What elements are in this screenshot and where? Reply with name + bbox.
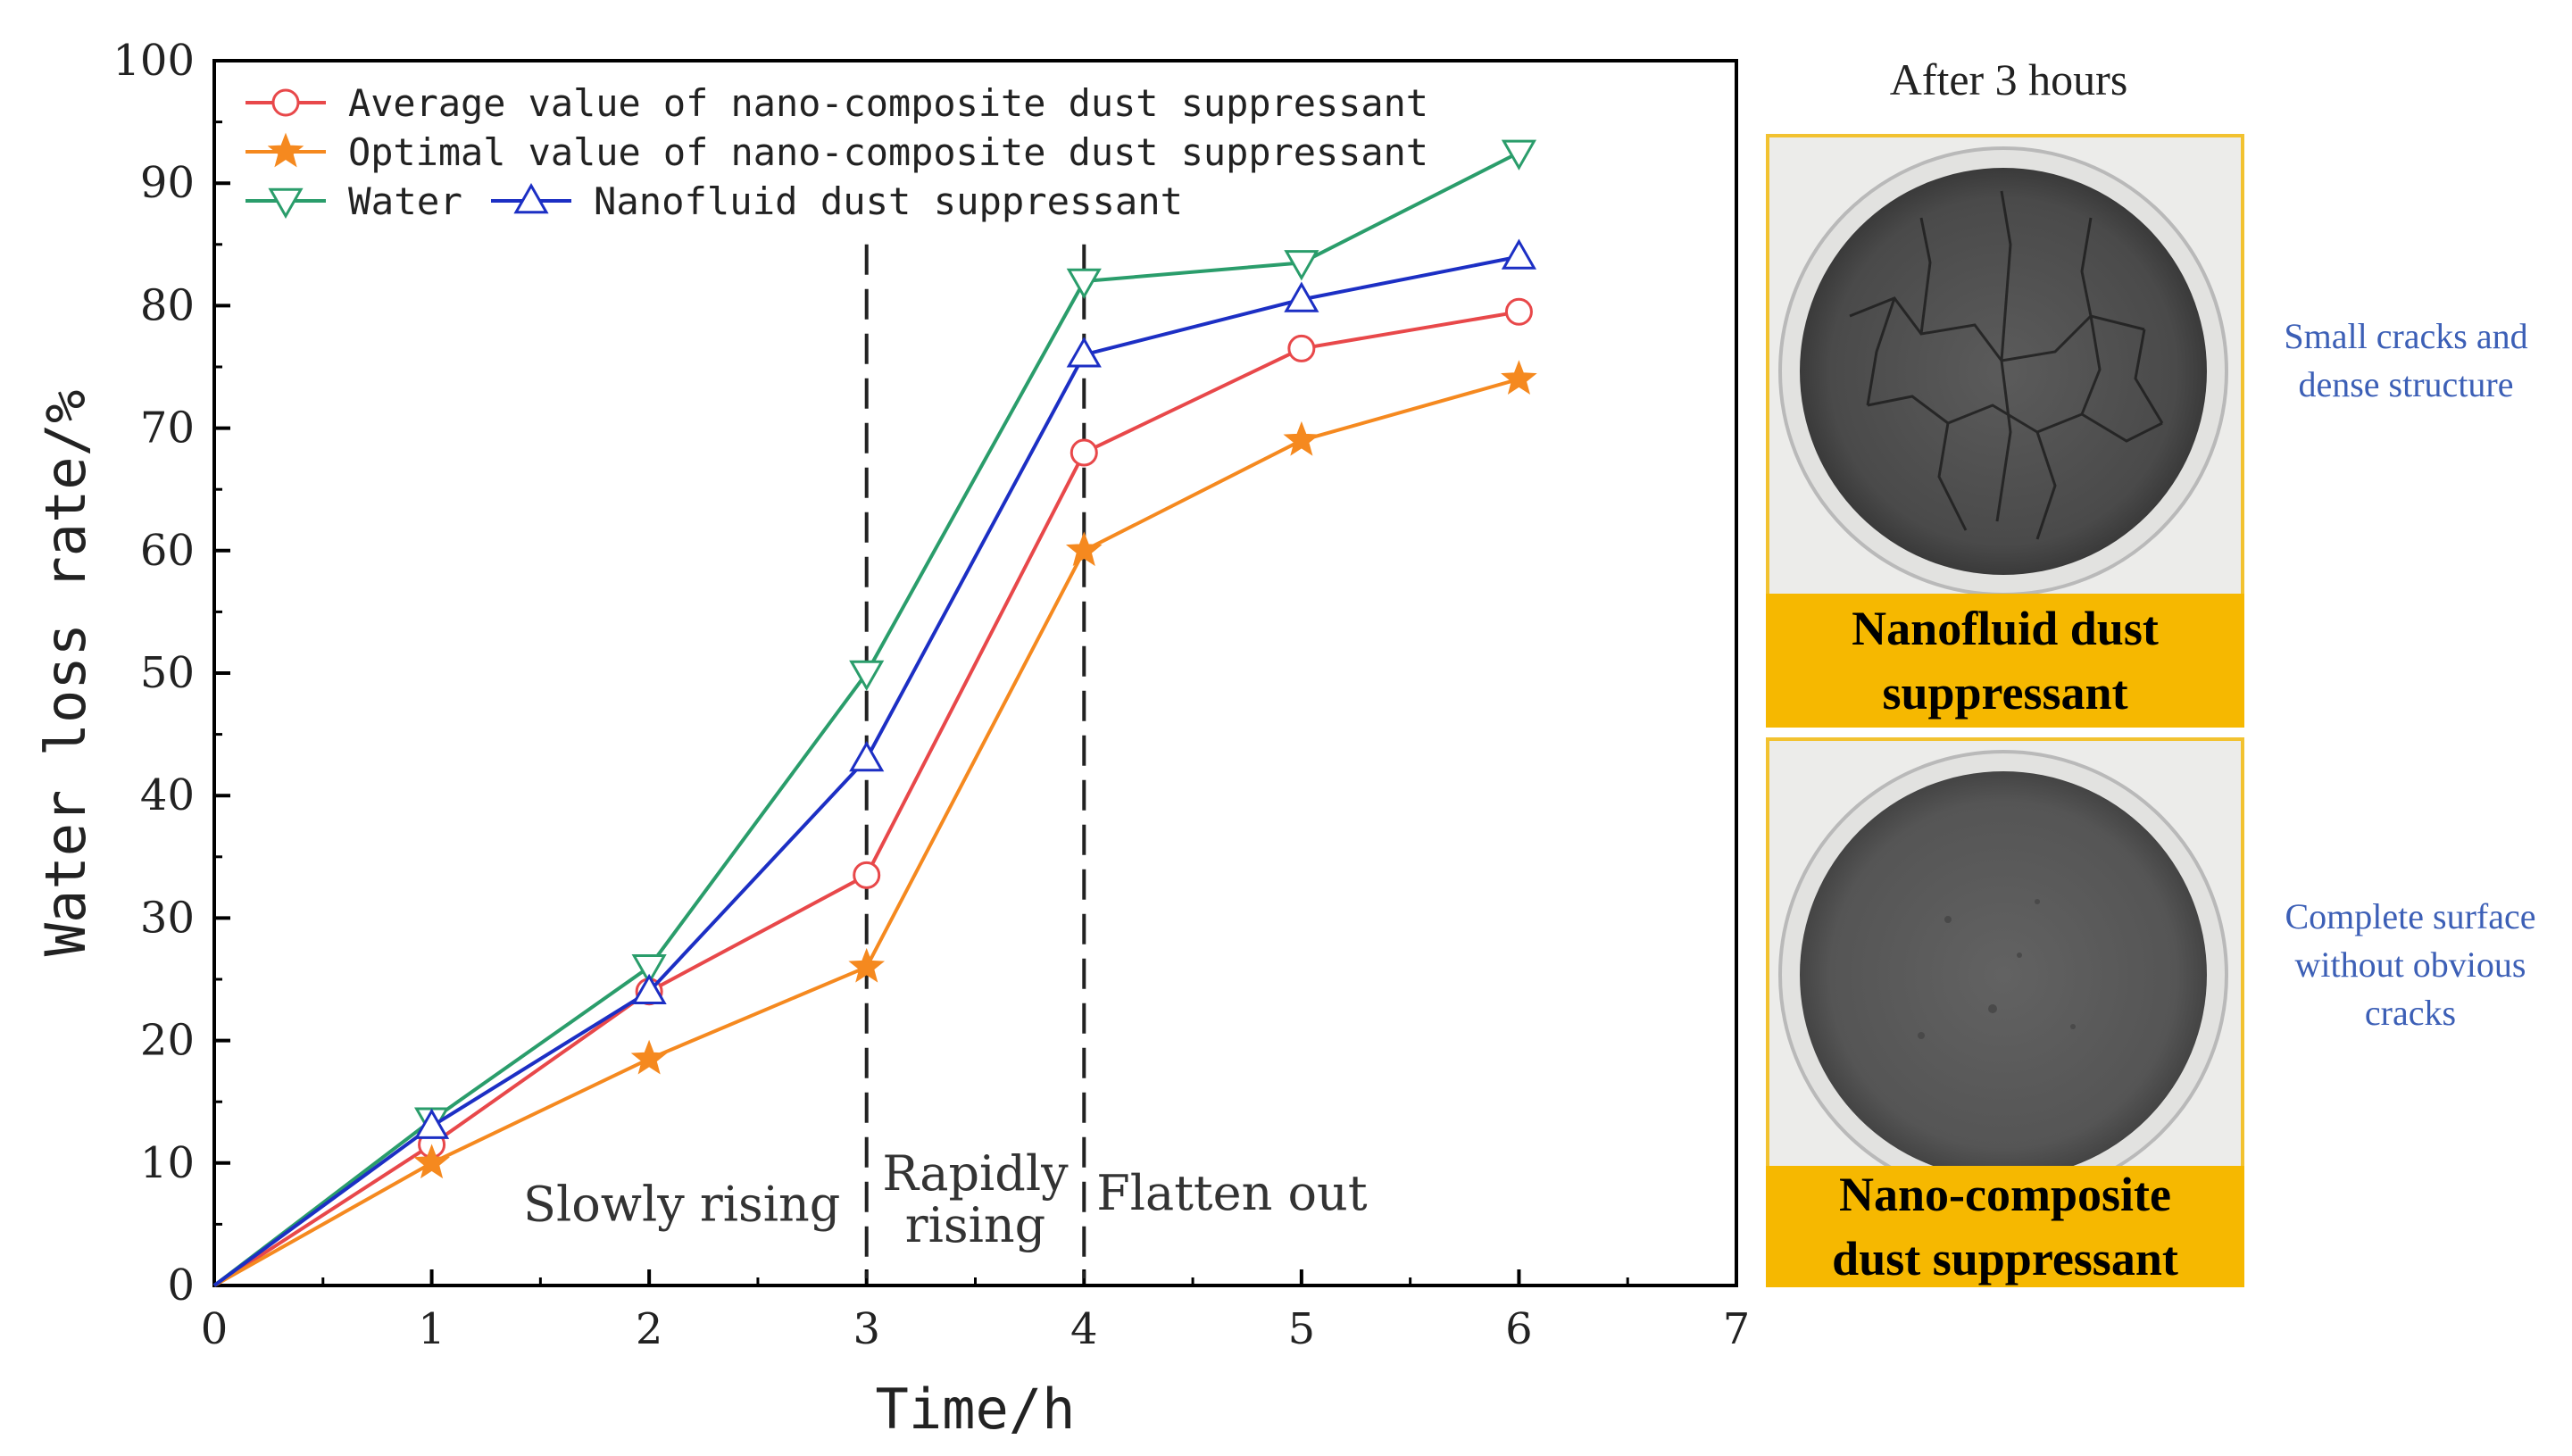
nano-composite-caption: Nano-composite dust suppressant xyxy=(1766,1166,2244,1287)
data-point xyxy=(267,132,304,168)
data-point xyxy=(1501,360,1537,395)
data-point xyxy=(1065,531,1103,567)
legend-label: Average value of nano-composite dust sup… xyxy=(348,81,1428,125)
data-point xyxy=(849,660,885,692)
data-point xyxy=(1504,297,1533,326)
phase-annotation: Slowly rising xyxy=(523,1176,840,1232)
x-tick-label: 1 xyxy=(418,1304,445,1354)
data-point xyxy=(1287,334,1316,362)
plot-frame xyxy=(212,59,1738,1287)
y-tick-label: 20 xyxy=(140,1016,195,1066)
data-point xyxy=(853,861,881,889)
data-point xyxy=(1070,438,1098,467)
data-point xyxy=(848,947,886,983)
data-point xyxy=(630,1039,668,1075)
top-photo-note: Small cracks and dense structure xyxy=(2284,316,2528,404)
y-tick-label: 70 xyxy=(140,404,195,453)
data-point xyxy=(271,88,300,117)
x-tick-label: 7 xyxy=(1723,1304,1750,1354)
phase-annotation: rising xyxy=(905,1197,1045,1253)
y-tick-label: 100 xyxy=(112,36,195,86)
x-tick-label: 2 xyxy=(636,1304,663,1354)
phase-annotation: Rapidly xyxy=(882,1145,1069,1202)
nanofluid-caption: Nanofluid dust suppressant xyxy=(1766,594,2244,728)
data-point xyxy=(1284,250,1319,281)
nanofluid-caption-text: Nanofluid dust suppressant xyxy=(1852,602,2159,720)
legend-item: Water xyxy=(246,179,462,223)
y-tick-label: 10 xyxy=(140,1138,195,1188)
panel-title: After 3 hours xyxy=(1889,54,2128,104)
y-tick-label: 90 xyxy=(140,158,195,208)
series-0 xyxy=(212,297,1533,1287)
phase-annotation: Flatten out xyxy=(1096,1165,1368,1221)
legend-item: Nanofluid dust suppressant xyxy=(491,179,1183,223)
y-tick-label: 80 xyxy=(140,280,195,330)
series-layer xyxy=(212,139,1537,1287)
data-point xyxy=(413,1108,450,1139)
x-tick-label: 4 xyxy=(1070,1304,1098,1354)
data-point xyxy=(1066,337,1102,368)
legend: Average value of nano-composite dust sup… xyxy=(246,81,1428,223)
y-tick-label: 40 xyxy=(140,770,195,820)
data-point xyxy=(268,187,304,220)
y-tick-label: 60 xyxy=(140,526,195,576)
data-point xyxy=(413,1144,450,1179)
series-2 xyxy=(212,139,1537,1287)
x-tick-label: 5 xyxy=(1288,1304,1316,1354)
legend-item: Average value of nano-composite dust sup… xyxy=(246,81,1428,125)
y-axis-label: Water loss rate/% xyxy=(33,390,98,957)
series-3 xyxy=(212,238,1537,1287)
series-1 xyxy=(213,360,1537,1287)
data-point xyxy=(1501,238,1537,270)
data-point xyxy=(513,182,549,214)
data-point xyxy=(1066,268,1102,299)
x-tick-label: 6 xyxy=(1505,1304,1533,1354)
nanofluid-sample-photo xyxy=(1766,134,2244,601)
legend-label: Water xyxy=(348,179,462,223)
y-tick-label: 0 xyxy=(167,1260,195,1310)
data-point xyxy=(631,973,667,1004)
x-tick-label: 3 xyxy=(853,1304,880,1354)
nano-composite-caption-text: Nano-composite dust suppressant xyxy=(1832,1168,2178,1285)
legend-item: Optimal value of nano-composite dust sup… xyxy=(246,130,1428,174)
legend-label: Optimal value of nano-composite dust sup… xyxy=(348,130,1428,174)
water-loss-chart: 0 1 2 3 4 5 6 70102030405060708090100Time/hWate… xyxy=(33,36,1750,1442)
nano-composite-sample-photo xyxy=(1766,737,2244,1173)
y-tick-label: 50 xyxy=(140,648,195,698)
data-point xyxy=(631,954,667,986)
data-point xyxy=(849,741,885,772)
x-tick-label: 0 xyxy=(201,1304,229,1354)
data-point xyxy=(1284,281,1319,312)
y-tick-label: 30 xyxy=(140,893,195,943)
data-point xyxy=(1501,139,1537,171)
x-axis-label: Time/h xyxy=(876,1377,1076,1442)
bottom-photo-note: Complete surface without obvious cracks xyxy=(2285,896,2536,1033)
legend-label: Nanofluid dust suppressant xyxy=(594,179,1183,223)
axes-layer: 0 1 2 3 4 5 6 70102030405060708090100Time/hWate… xyxy=(33,36,1750,1442)
data-point xyxy=(1283,420,1320,456)
